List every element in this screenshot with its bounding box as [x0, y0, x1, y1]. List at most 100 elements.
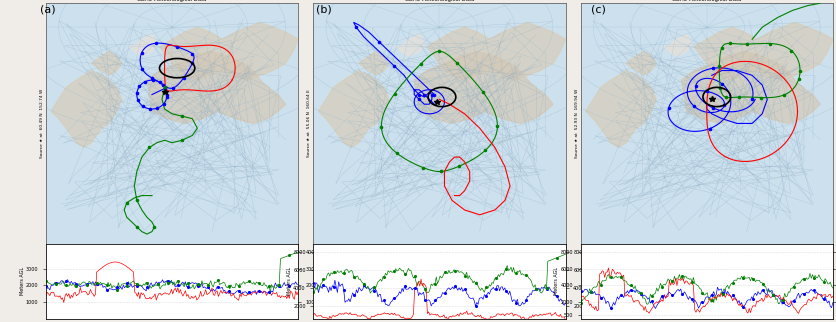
Point	[736, 275, 749, 280]
Point	[509, 270, 522, 275]
Y-axis label: Meters AGL: Meters AGL	[553, 267, 558, 295]
Point	[614, 274, 627, 279]
Point	[407, 286, 421, 291]
Polygon shape	[91, 51, 121, 75]
Point	[458, 287, 472, 292]
Point	[661, 105, 675, 110]
Point	[451, 164, 465, 169]
Point	[372, 39, 385, 44]
Point	[806, 276, 819, 281]
Point	[714, 46, 727, 51]
Polygon shape	[414, 51, 553, 123]
Point	[549, 255, 563, 260]
Point	[665, 279, 678, 284]
Point	[171, 278, 184, 283]
Point	[327, 285, 340, 290]
Point	[732, 95, 745, 100]
Point	[390, 151, 404, 156]
Point	[79, 282, 93, 287]
Point	[143, 106, 156, 111]
Point	[478, 148, 492, 153]
Point	[135, 50, 148, 55]
Point	[448, 268, 461, 273]
Point	[59, 283, 73, 288]
Point	[688, 83, 701, 89]
Point	[90, 280, 104, 285]
Point	[766, 292, 779, 297]
Point	[478, 285, 492, 290]
Point	[222, 288, 235, 293]
Point	[468, 303, 482, 308]
Point	[468, 281, 482, 286]
Point	[176, 75, 190, 80]
Point	[120, 281, 134, 286]
Point	[645, 299, 658, 304]
Point	[201, 284, 215, 289]
Point	[686, 104, 700, 109]
Point	[816, 279, 829, 284]
Point	[388, 91, 401, 96]
Point	[756, 281, 769, 286]
Point	[327, 270, 340, 275]
Point	[153, 80, 166, 85]
Point	[69, 282, 83, 287]
Point	[478, 293, 492, 298]
Point	[573, 288, 587, 293]
Point	[806, 288, 819, 293]
Point	[357, 282, 370, 287]
Point	[222, 284, 235, 289]
Point	[143, 145, 156, 150]
Point	[655, 284, 668, 289]
Polygon shape	[625, 51, 655, 75]
Point	[786, 284, 799, 289]
Point	[407, 274, 421, 279]
Point	[131, 98, 145, 103]
Point	[584, 289, 597, 294]
Point	[594, 282, 607, 287]
Point	[161, 278, 174, 283]
Y-axis label: Meters AGL: Meters AGL	[19, 267, 24, 295]
Point	[100, 288, 114, 293]
Point	[349, 25, 363, 30]
Point	[145, 78, 159, 83]
Point	[252, 280, 265, 285]
Y-axis label: Source ★ at  52.93 N  169.94 W: Source ★ at 52.93 N 169.94 W	[573, 89, 578, 158]
Polygon shape	[147, 51, 285, 123]
Point	[130, 224, 143, 229]
Point	[725, 292, 738, 297]
Point	[140, 284, 154, 289]
Point	[796, 276, 809, 281]
Point	[428, 298, 441, 303]
Point	[488, 286, 502, 291]
Point	[584, 289, 597, 295]
Point	[519, 298, 533, 303]
Point	[273, 283, 286, 288]
Point	[181, 281, 195, 286]
Point	[746, 276, 759, 281]
Point	[130, 198, 143, 203]
Point	[191, 284, 205, 289]
Point	[49, 282, 63, 287]
Point	[433, 169, 446, 174]
Point	[418, 286, 431, 291]
Point	[201, 282, 215, 287]
Point	[776, 297, 789, 302]
Point	[706, 66, 719, 71]
Text: (b): (b)	[316, 5, 332, 15]
Point	[148, 224, 161, 229]
Point	[450, 60, 463, 65]
Point	[634, 291, 647, 296]
Point	[252, 289, 265, 294]
Point	[100, 282, 114, 288]
Point	[702, 126, 716, 131]
Y-axis label: Source ★ at  55.06 N  160.64 E: Source ★ at 55.06 N 160.64 E	[307, 90, 311, 157]
Point	[212, 285, 225, 290]
Point	[777, 92, 790, 97]
Point	[722, 41, 736, 46]
Point	[418, 297, 431, 302]
Point	[232, 288, 245, 293]
Point	[645, 294, 658, 299]
Point	[816, 296, 829, 301]
Point	[262, 290, 275, 295]
Point	[414, 61, 427, 66]
